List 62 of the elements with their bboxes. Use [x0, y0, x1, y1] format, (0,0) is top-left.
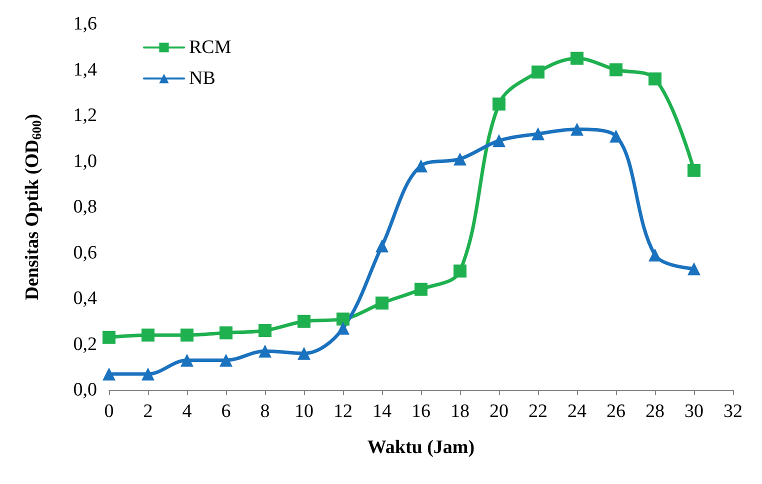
x-tick-label: 12: [334, 401, 352, 422]
point: [454, 152, 466, 166]
point: [454, 264, 466, 278]
y-tick-label: 0,0: [73, 380, 97, 400]
y-tick-label: 1,0: [73, 150, 97, 172]
point: [688, 262, 700, 276]
y-tick-label: 0,4: [73, 288, 98, 309]
x-tick-label: 18: [450, 401, 470, 422]
x-tick-label: 32: [724, 401, 742, 422]
point: [336, 322, 350, 335]
x-tick-label: 4: [182, 401, 192, 422]
point: [376, 296, 388, 310]
point: [532, 66, 544, 79]
point: [220, 326, 232, 340]
y-tick-label: 1,2: [73, 105, 97, 126]
x-tick-label: 0: [104, 401, 114, 422]
point: [414, 159, 428, 172]
point: [648, 248, 662, 262]
point: [142, 328, 154, 342]
x-axis-title: Waktu (Jam): [367, 437, 475, 458]
y-tick-label: 0,2: [73, 334, 97, 355]
y-axis-title: Densitas Optik (OD600): [22, 114, 44, 300]
x-tick-label: 20: [490, 401, 508, 422]
x-tick-label: 30: [684, 401, 704, 422]
point: [102, 367, 116, 380]
point: [570, 52, 584, 65]
point: [298, 314, 310, 328]
y-tick-label: 1,4: [73, 59, 98, 80]
point: [688, 164, 700, 177]
point: [610, 63, 622, 76]
y-tick-label: 0,8: [73, 196, 97, 218]
x-tick-label: 16: [412, 401, 430, 422]
point: [376, 239, 388, 252]
point: [570, 122, 584, 136]
x-tick-label: 26: [606, 401, 626, 422]
point: [610, 130, 622, 143]
x-tick-label: 8: [260, 401, 270, 422]
legend-label: RCM: [189, 37, 232, 58]
point: [180, 354, 194, 367]
point: [336, 312, 350, 326]
point: [298, 346, 310, 360]
x-tick-label: 10: [294, 401, 314, 422]
point: [414, 282, 428, 296]
x-tick-label: 6: [221, 401, 231, 422]
point: [648, 72, 662, 86]
point: [220, 354, 232, 367]
point: [142, 367, 154, 380]
point: [532, 127, 544, 140]
x-tick-label: 14: [372, 401, 392, 422]
x-tick-label: 22: [528, 401, 548, 422]
y-tick-label: 1,6: [73, 14, 97, 34]
legend-label: NB: [189, 68, 216, 89]
x-tick-label: 28: [646, 401, 664, 422]
y-tick-label: 0,6: [73, 242, 97, 264]
point: [258, 324, 272, 338]
x-tick-label: 2: [143, 401, 153, 422]
point: [258, 344, 272, 358]
point: [492, 98, 506, 111]
point: [102, 330, 116, 344]
point: [180, 328, 194, 342]
point: [492, 134, 506, 148]
x-tick-label: 24: [568, 401, 587, 422]
